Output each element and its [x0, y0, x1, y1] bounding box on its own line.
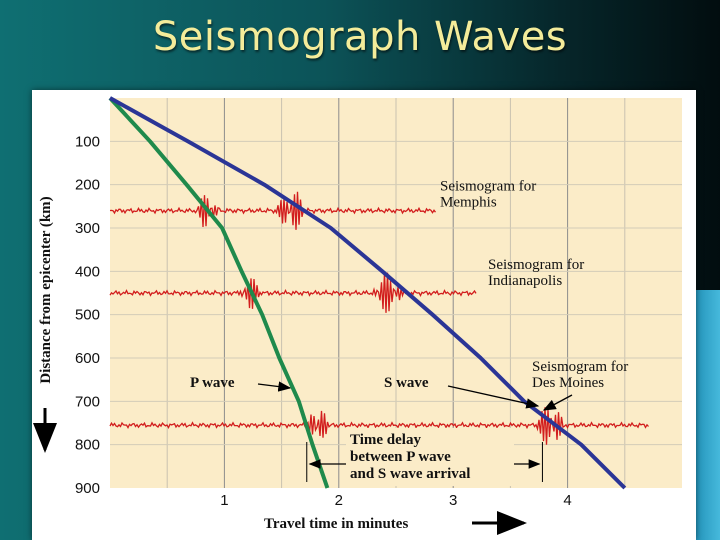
tick-labels: 100 200 300 400 500 600 700 800 900 1 2 3 4	[75, 133, 572, 509]
seismogram-traces	[109, 191, 649, 445]
seismogram-trace	[109, 191, 437, 230]
y-tick-label: 400	[75, 263, 100, 280]
y-tick-label: 200	[75, 177, 100, 194]
x-tick-label: 4	[563, 492, 571, 509]
y-tick-label: 500	[75, 307, 100, 324]
s-wave-curve	[109, 96, 627, 490]
grid-lines	[110, 98, 682, 488]
des-moines-arrow	[542, 394, 573, 411]
figure-panel: Seismogram for Memphis Seismogram for India…	[32, 90, 696, 540]
seismogram-trace	[109, 272, 477, 313]
travel-time-curves	[108, 96, 627, 490]
p-wave-label: P wave	[190, 375, 235, 391]
seismogram-label-line2: Des Moines	[532, 375, 604, 391]
time-delay-label-line: between P wave	[350, 449, 451, 465]
y-tick-label: 600	[75, 350, 100, 367]
seismogram-label-line2: Memphis	[440, 195, 497, 211]
y-tick-label: 300	[75, 220, 100, 237]
delay-label-background	[346, 428, 514, 486]
y-tick-label: 900	[75, 480, 100, 497]
x-tick-label: 2	[335, 492, 343, 509]
p-wave-curve	[108, 96, 330, 489]
slide-accent-bar	[692, 290, 720, 540]
slide-title: Seismograph Waves	[152, 14, 568, 60]
seismogram-label-line1: Seismogram for	[488, 257, 584, 273]
x-tick-label: 3	[449, 492, 457, 509]
x-axis-title: Travel time in minutes	[264, 516, 408, 532]
y-axis-title: Distance from epicenter (km)	[38, 196, 54, 383]
y-tick-label: 800	[75, 437, 100, 454]
time-delay-label-line: and S wave arrival	[350, 466, 470, 482]
s-wave-arrow	[447, 385, 540, 409]
seismogram-label-line1: Seismogram for	[440, 179, 536, 195]
seismogram-label-line1: Seismogram for	[532, 359, 628, 375]
time-delay-label-line: Time delay	[350, 432, 421, 448]
y-tick-label: 100	[75, 133, 100, 150]
p-wave-arrow	[257, 381, 292, 392]
seismogram-trace	[109, 407, 649, 445]
x-tick-label: 1	[220, 492, 228, 509]
s-wave-label: S wave	[384, 375, 429, 391]
y-tick-label: 700	[75, 393, 100, 410]
axis-titles: Travel time in minutes Distance from epic…	[33, 196, 527, 535]
seismogram-label-line2: Indianapolis	[488, 273, 562, 289]
